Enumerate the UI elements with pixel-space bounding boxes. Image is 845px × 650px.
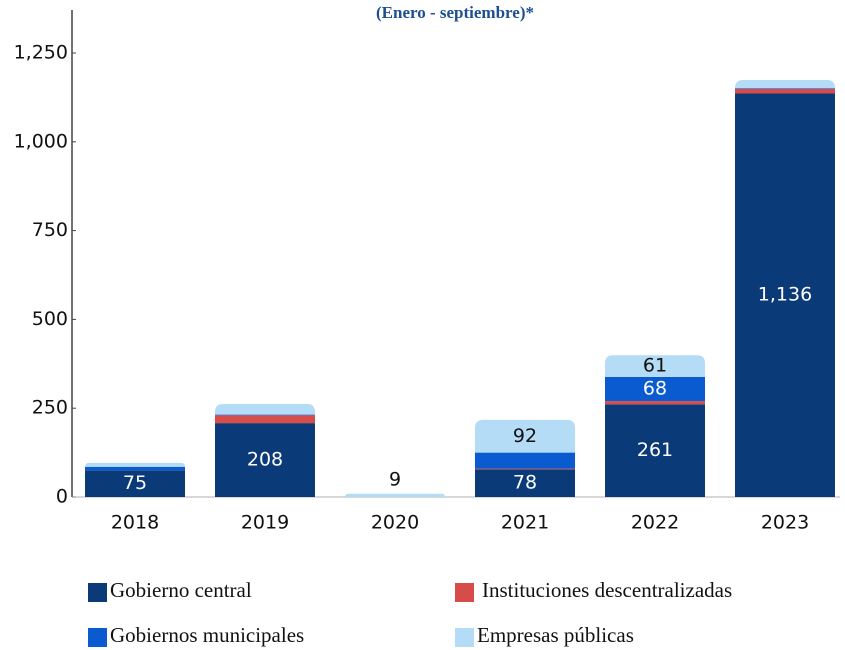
bar-segment [605, 401, 705, 405]
data-label: 61 [643, 355, 667, 377]
bar-segment [215, 403, 315, 415]
y-tick-label: 0 [56, 486, 68, 508]
bar-segment [735, 93, 835, 497]
bar-segment [345, 493, 445, 497]
legend-swatch [88, 628, 107, 647]
bar-segment [215, 423, 315, 497]
y-tick-label: 1,250 [14, 42, 68, 64]
data-label: 92 [513, 425, 537, 447]
data-label: 9 [389, 468, 401, 490]
x-tick-label: 2020 [371, 512, 419, 534]
bar-segment [735, 88, 835, 94]
x-tick-label: 2022 [631, 512, 679, 534]
data-label: 78 [513, 472, 537, 494]
x-tick-label: 2021 [501, 512, 549, 534]
bar-segment [215, 415, 315, 424]
legend-swatch [455, 583, 474, 602]
x-tick-label: 2018 [111, 512, 159, 534]
data-label: 75 [123, 472, 147, 494]
bar-segment [735, 88, 835, 89]
bar-segment [605, 404, 705, 497]
bar-segment [215, 414, 315, 416]
legend-label: Instituciones descentralizadas [482, 578, 732, 602]
legend-swatch [88, 583, 107, 602]
bar-segment [605, 376, 705, 402]
y-tick-label: 500 [32, 308, 68, 330]
data-label: 1,136 [758, 284, 812, 306]
x-tick-label: 2023 [761, 512, 809, 534]
bar-segment [85, 466, 185, 471]
legend-label: Gobierno central [110, 578, 252, 602]
legend-label: Gobiernos municipales [110, 623, 304, 647]
legend-swatch [455, 628, 474, 647]
y-tick-label: 750 [32, 219, 68, 241]
bar-segment [475, 469, 575, 497]
x-tick-label: 2019 [241, 512, 289, 534]
bar-segment [475, 452, 575, 469]
bar-segment [475, 468, 575, 470]
bar-segment [85, 462, 185, 467]
bar-segment [605, 355, 705, 377]
chart-subtitle: (Enero - septiembre)* [376, 3, 534, 22]
bar-segment [475, 419, 575, 453]
data-label: 261 [637, 439, 673, 461]
data-label: 208 [247, 449, 283, 471]
bar-segment [735, 79, 835, 89]
legend-label: Empresas públicas [477, 623, 634, 647]
y-tick-label: 1,000 [14, 130, 68, 152]
y-tick-label: 250 [32, 397, 68, 419]
bar-segment [85, 470, 185, 497]
data-label: 68 [643, 378, 667, 400]
